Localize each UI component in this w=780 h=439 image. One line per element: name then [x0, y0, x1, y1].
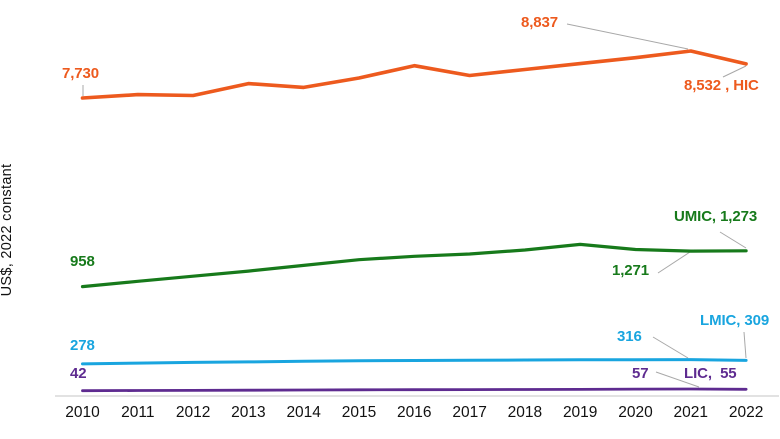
- x-tick-label-2016: 2016: [397, 404, 432, 421]
- series-line-hic: [80, 49, 748, 100]
- series-line-lmic: [81, 358, 748, 366]
- x-tick-label-2010: 2010: [65, 404, 100, 421]
- annotation-lmic-2010: 278: [70, 337, 95, 354]
- x-tick-label-2013: 2013: [231, 404, 266, 421]
- leader-line-lmic-2021: [652, 336, 689, 359]
- leader-line-lmic-2022: [743, 331, 747, 359]
- leader-line-umic-2021: [657, 251, 691, 274]
- leader-line-hic-2022: [722, 65, 747, 78]
- annotation-hic-2021: 8,837: [521, 14, 559, 31]
- annotation-lmic-2022: LMIC, 309: [700, 312, 770, 329]
- annotation-hic-2022: 8,532 , HIC: [684, 77, 759, 94]
- annotation-hic-2010: 7,730: [62, 65, 100, 82]
- x-tick-label-2021: 2021: [673, 404, 709, 421]
- x-tick-label-2015: 2015: [341, 404, 377, 421]
- x-tick-label-2018: 2018: [507, 404, 543, 421]
- annotation-lic-2022: LIC, 55: [684, 365, 737, 382]
- leader-line-hic-2021: [566, 23, 689, 50]
- x-tick-label-2014: 2014: [286, 404, 321, 421]
- x-tick-label-2012: 2012: [175, 404, 211, 421]
- annotation-umic-2022: UMIC, 1,273: [674, 208, 758, 225]
- leader-line-lic-2021: [655, 371, 700, 388]
- x-tick-label-2017: 2017: [452, 404, 487, 421]
- annotation-lic-2021: 57: [632, 365, 649, 382]
- series-line-umic: [80, 242, 748, 289]
- annotation-lic-2010: 42: [70, 365, 87, 382]
- x-tick-label-2022: 2022: [728, 404, 764, 421]
- x-tick-label-2020: 2020: [618, 404, 653, 421]
- x-tick-label-2011: 2011: [121, 404, 155, 421]
- series-line-lic: [81, 387, 748, 393]
- annotation-umic-2021: 1,271: [612, 262, 650, 279]
- annotation-lmic-2021: 316: [617, 328, 642, 345]
- leader-line-umic-2022: [719, 231, 747, 249]
- x-tick-label-2019: 2019: [562, 404, 598, 421]
- annotation-umic-2010: 958: [70, 253, 95, 270]
